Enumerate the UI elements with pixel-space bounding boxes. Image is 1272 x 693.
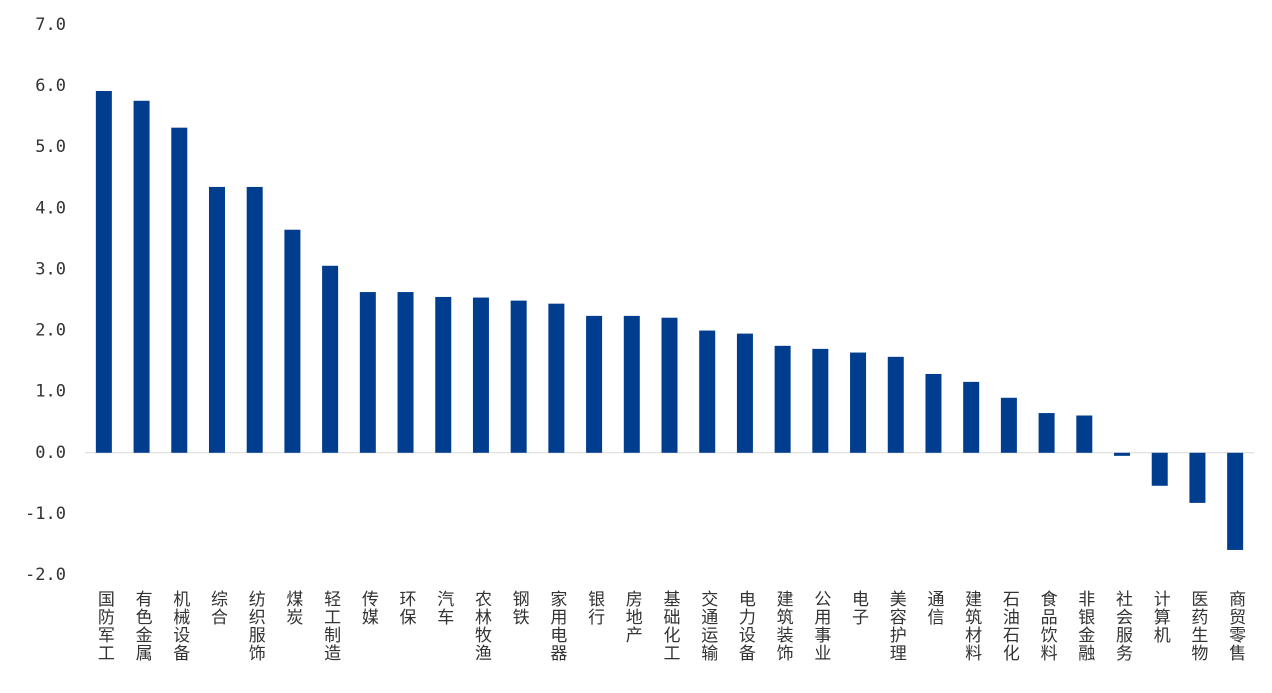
bar [586, 315, 603, 453]
x-tick-label: 美容护理 [886, 590, 907, 662]
y-tick-label: 3.0 [35, 259, 66, 279]
y-tick-label: 5.0 [35, 137, 66, 157]
bar [1038, 413, 1055, 453]
y-tick-label: -2.0 [25, 565, 66, 585]
x-tick-label: 有色金属 [132, 590, 153, 662]
x-tick-label: 通信 [923, 590, 944, 626]
x-tick-label: 传媒 [358, 590, 379, 626]
bar [397, 292, 414, 453]
bar [246, 186, 263, 453]
bar [774, 345, 791, 453]
bar [322, 265, 339, 453]
y-tick-label: 6.0 [35, 76, 66, 96]
bar [1227, 452, 1244, 550]
x-tick-label: 电力设备 [735, 590, 756, 662]
x-tick-label: 电子 [848, 590, 869, 626]
x-tick-label: 汽车 [433, 590, 454, 626]
x-tick-label: 钢铁 [509, 590, 530, 626]
x-tick-label: 非银金融 [1074, 590, 1095, 662]
x-tick-label: 机械设备 [169, 590, 190, 662]
x-tick-label: 国防军工 [94, 590, 115, 662]
x-tick-label: 银行 [584, 590, 605, 626]
bar [1189, 452, 1206, 503]
y-tick-label: 7.0 [35, 15, 66, 35]
bar [171, 127, 188, 453]
x-tick-label: 医药生物 [1187, 590, 1208, 662]
bar [1000, 397, 1017, 453]
x-tick-label: 农林牧渔 [471, 590, 492, 662]
bar [472, 297, 489, 453]
x-tick-label: 家用电器 [546, 590, 567, 662]
bar [887, 356, 904, 453]
bar [661, 317, 678, 453]
bar [1114, 452, 1131, 456]
x-tick-label: 石油石化 [999, 590, 1020, 662]
bar [548, 303, 565, 453]
bar [812, 348, 829, 453]
bar [699, 330, 716, 453]
bar [95, 91, 112, 453]
x-tick-label: 煤炭 [282, 590, 303, 626]
x-tick-label: 公用事业 [810, 590, 831, 662]
x-tick-label: 建筑材料 [961, 590, 982, 662]
x-tick-label: 房地产 [622, 590, 643, 644]
x-tick-label: 基础化工 [660, 590, 681, 662]
bar [1151, 452, 1168, 486]
x-tick-label: 计算机 [1150, 590, 1171, 644]
bar [925, 373, 942, 453]
x-tick-label: 交通运输 [697, 590, 718, 662]
bar [133, 100, 150, 453]
bar [510, 300, 527, 453]
x-tick-label: 纺织服饰 [245, 590, 266, 662]
x-tick-label: 食品饮料 [1037, 590, 1058, 662]
x-tick-label: 社会服务 [1112, 590, 1133, 662]
x-tick-label: 综合 [207, 590, 228, 626]
bar [208, 186, 225, 453]
bar [284, 229, 301, 453]
y-tick-label: 4.0 [35, 198, 66, 218]
bar [850, 352, 867, 453]
bar [736, 333, 753, 453]
bar [435, 296, 452, 453]
y-tick-label: 2.0 [35, 321, 66, 341]
bar [359, 292, 376, 453]
x-tick-label: 轻工制造 [320, 590, 341, 662]
y-tick-label: 0.0 [35, 443, 66, 463]
y-tick-label: -1.0 [25, 504, 66, 524]
bar [963, 381, 980, 453]
bar [623, 315, 640, 453]
y-tick-label: 1.0 [35, 382, 66, 402]
x-tick-label: 商贸零售 [1225, 590, 1246, 662]
bar [1076, 415, 1093, 453]
x-tick-label: 建筑装饰 [773, 590, 794, 662]
x-tick-label: 环保 [396, 590, 417, 626]
